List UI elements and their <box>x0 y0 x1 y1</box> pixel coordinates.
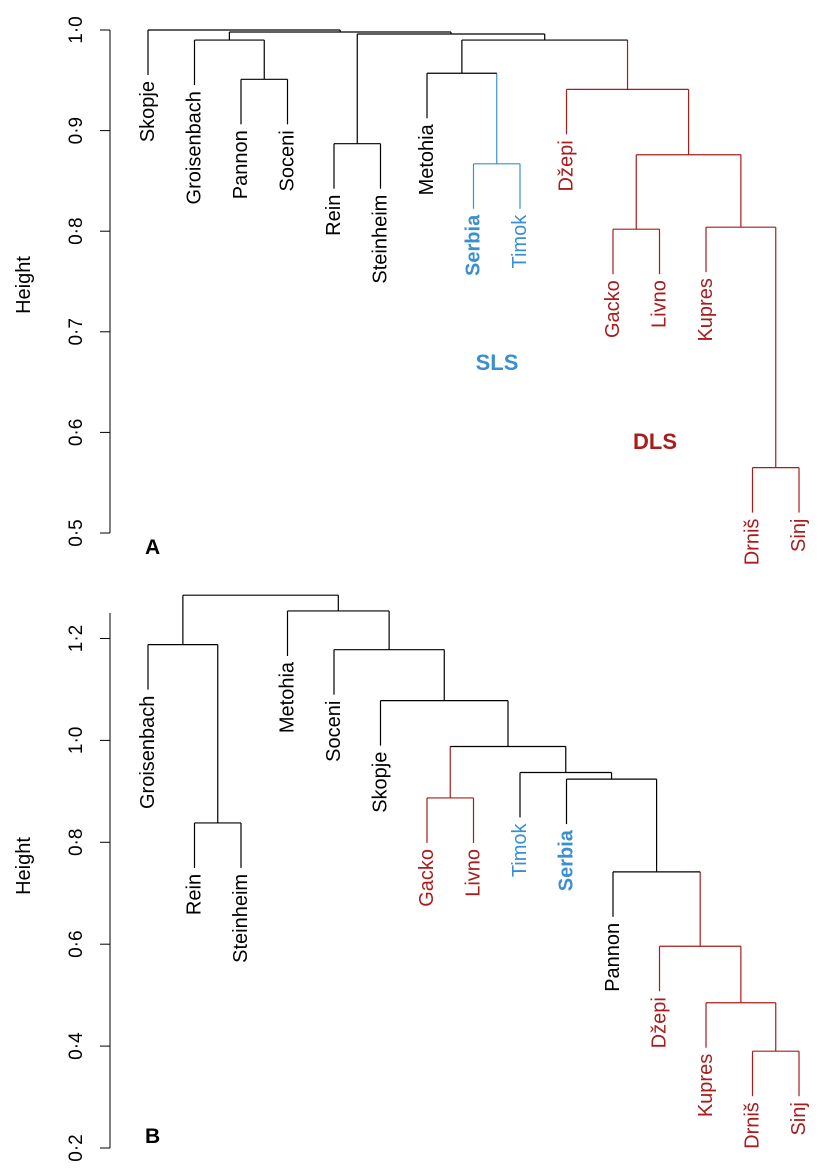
leaf-label: Pannon <box>602 923 624 992</box>
panel-b: Height 0·2 0·4 0·6 0·8 1·0 1·2 Groisenbach Rei… <box>13 594 810 1162</box>
ytick-label: 0·6 <box>66 419 87 446</box>
leaf-label: Groisenbach <box>184 91 206 204</box>
panel-b-ylabel: Height <box>13 837 35 895</box>
panel-b-label: B <box>145 1125 160 1148</box>
ytick-label: 1·0 <box>66 727 87 754</box>
leaf-label: Timok <box>509 822 531 877</box>
leaf-label: Groisenbach <box>137 696 159 809</box>
ytick-label: 0·7 <box>66 318 87 345</box>
leaf-label: Džepi <box>649 997 671 1048</box>
ytick-label: 0·9 <box>66 117 87 144</box>
panel-a: Height 0·5 0·6 0·7 0·8 0·9 1·0 Skopje Groisenb… <box>13 16 810 565</box>
panel-b-leaf-labels: Groisenbach Rein Steinheim Metohia Soceni Sko… <box>137 661 810 1149</box>
ytick-label: 0·2 <box>66 1134 87 1161</box>
leaf-label: Livno <box>463 849 485 897</box>
panel-b-ticks: 0·2 0·4 0·6 0·8 1·0 1·2 <box>66 625 110 1162</box>
leaf-label: Pannon <box>230 130 252 199</box>
ytick-label: 1·2 <box>66 625 87 652</box>
panel-a-annotation-dls: DLS <box>633 429 677 454</box>
leaf-label: Kupres <box>695 278 717 341</box>
ytick-label: 0·5 <box>66 519 87 546</box>
leaf-label: Livno <box>649 280 671 328</box>
panel-b-dendrogram <box>147 594 800 1097</box>
leaf-label: Sinj <box>788 1102 810 1135</box>
leaf-label: Serbia <box>556 829 578 891</box>
leaf-label: Timok <box>509 214 531 269</box>
ytick-label: 0·8 <box>66 829 87 856</box>
leaf-label: Drniš <box>742 519 764 566</box>
leaf-label: Gacko <box>416 849 438 907</box>
ytick-label: 0·4 <box>66 1032 87 1060</box>
leaf-label: Drniš <box>742 1102 764 1149</box>
ytick-label: 0·8 <box>66 217 87 244</box>
leaf-label: Soceni <box>277 130 299 191</box>
leaf-label: Metohia <box>416 123 438 195</box>
leaf-label: Rein <box>323 195 345 236</box>
leaf-label: Steinheim <box>370 195 392 284</box>
leaf-label: Džepi <box>556 140 578 191</box>
ytick-label: 1·0 <box>66 16 87 43</box>
ytick-label: 0·6 <box>66 930 87 957</box>
leaf-label: Kupres <box>695 1054 717 1117</box>
leaf-label: Soceni <box>323 701 345 762</box>
panel-a-ticks: 0·5 0·6 0·7 0·8 0·9 1·0 <box>66 16 110 547</box>
leaf-label: Skopje <box>137 81 159 142</box>
leaf-label: Rein <box>184 874 206 915</box>
leaf-label: Skopje <box>370 752 392 813</box>
panel-a-leaf-labels: Skopje Groisenbach Pannon Soceni Rein Steinhe… <box>137 81 810 565</box>
panel-a-label: A <box>145 536 160 559</box>
leaf-label: Serbia <box>463 214 485 276</box>
leaf-label: Gacko <box>602 280 624 338</box>
leaf-label: Metohia <box>277 661 299 733</box>
panel-a-dendrogram <box>147 29 800 513</box>
panel-a-annotation-sls: SLS <box>476 350 519 375</box>
leaf-label: Steinheim <box>230 874 252 963</box>
leaf-label: Sinj <box>788 519 810 552</box>
panel-a-ylabel: Height <box>13 256 35 314</box>
